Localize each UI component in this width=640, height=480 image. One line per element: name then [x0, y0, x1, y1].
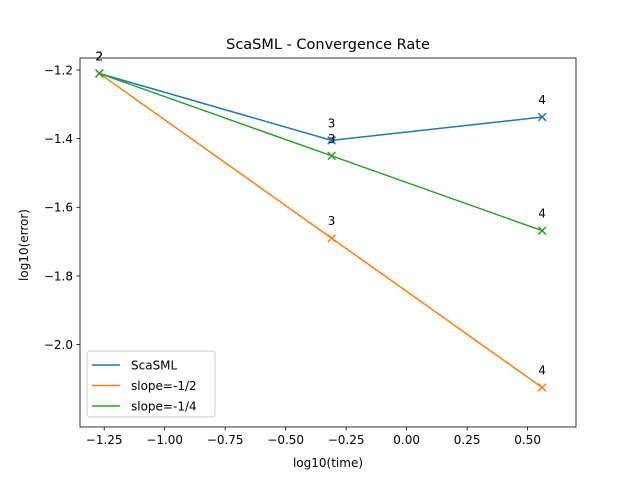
y-axis-ticks: −1.2 −1.4 −1.6 −1.8 −2.0 — [44, 63, 80, 352]
series-layer — [95, 69, 547, 392]
y-tick-label: −1.4 — [44, 132, 73, 146]
data-point-label: 2 — [96, 49, 104, 63]
legend-label: ScaSML — [131, 358, 178, 372]
data-point-marker — [327, 233, 336, 243]
data-point-label: 4 — [538, 207, 546, 221]
data-point-marker — [537, 112, 547, 122]
data-point-marker — [95, 69, 104, 78]
x-tick-label: 0.50 — [514, 433, 541, 447]
y-tick-label: −1.8 — [44, 269, 73, 283]
x-tick-label: 0.25 — [454, 433, 481, 447]
plot-frame — [79, 57, 577, 428]
chart-title: ScaSML - Convergence Rate — [226, 37, 430, 53]
y-axis-label: log10(error) — [17, 209, 31, 281]
x-tick-label: −0.50 — [267, 433, 304, 447]
x-axis-ticks: −1.25 −1.00 −0.75 −0.50 −0.25 0.00 0.25 0.50 — [86, 427, 541, 447]
y-tick-label: −2.0 — [44, 338, 73, 352]
x-tick-label: −0.25 — [328, 433, 365, 447]
data-point-label: 3 — [328, 116, 336, 130]
y-tick-label: −1.6 — [44, 201, 73, 215]
data-point-marker — [327, 151, 336, 161]
y-tick-label: −1.2 — [44, 63, 73, 77]
series-line-2 — [98, 72, 543, 389]
x-tick-label: −1.00 — [146, 433, 183, 447]
data-point-label: 4 — [538, 93, 546, 107]
data-point-label: 2 — [96, 49, 104, 63]
data-point-label: 2 — [96, 49, 104, 63]
series-line-1 — [99, 72, 543, 142]
data-point-marker — [537, 226, 547, 235]
series-line-3 — [99, 72, 543, 232]
data-point-marker — [327, 136, 336, 145]
data-point-label: 3 — [328, 214, 336, 228]
x-axis-label: log10(time) — [293, 456, 363, 470]
legend-box — [86, 350, 216, 418]
x-tick-label: −1.25 — [86, 433, 123, 447]
x-tick-label: 0.00 — [393, 433, 420, 447]
legend-label: slope=-1/2 — [131, 379, 197, 393]
legend-label: slope=-1/4 — [131, 399, 197, 413]
data-point-label: 4 — [538, 364, 546, 378]
data-point-marker — [537, 383, 547, 392]
data-point-label: 3 — [328, 132, 336, 146]
legend: ScaSML slope=-1/2 slope=-1/4 — [86, 350, 216, 418]
x-tick-label: −0.75 — [207, 433, 244, 447]
